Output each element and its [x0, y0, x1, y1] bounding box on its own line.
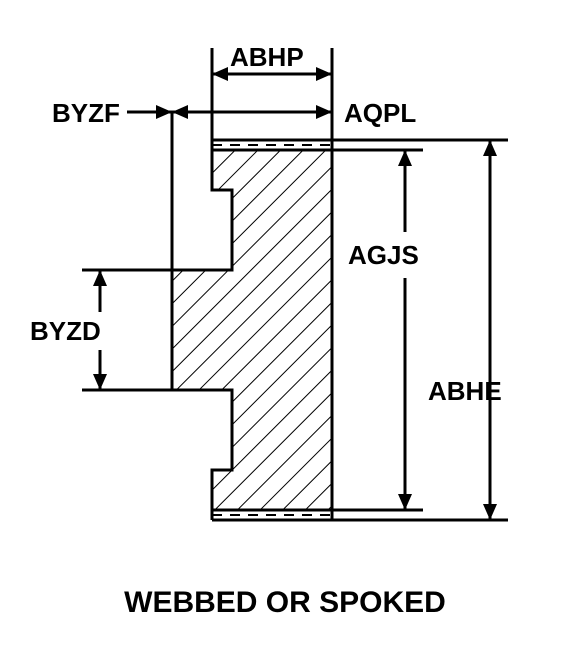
label-abhp: ABHP	[230, 42, 304, 73]
diagram-stage: ABHP AQPL BYZF AGJS BYZD ABHE WEBBED OR …	[0, 0, 570, 660]
label-byzf: BYZF	[52, 98, 120, 129]
label-byzd: BYZD	[30, 316, 101, 347]
label-aqpl: AQPL	[344, 98, 416, 129]
label-agjs: AGJS	[348, 240, 419, 271]
label-abhe: ABHE	[428, 376, 502, 407]
caption: WEBBED OR SPOKED	[0, 586, 570, 620]
